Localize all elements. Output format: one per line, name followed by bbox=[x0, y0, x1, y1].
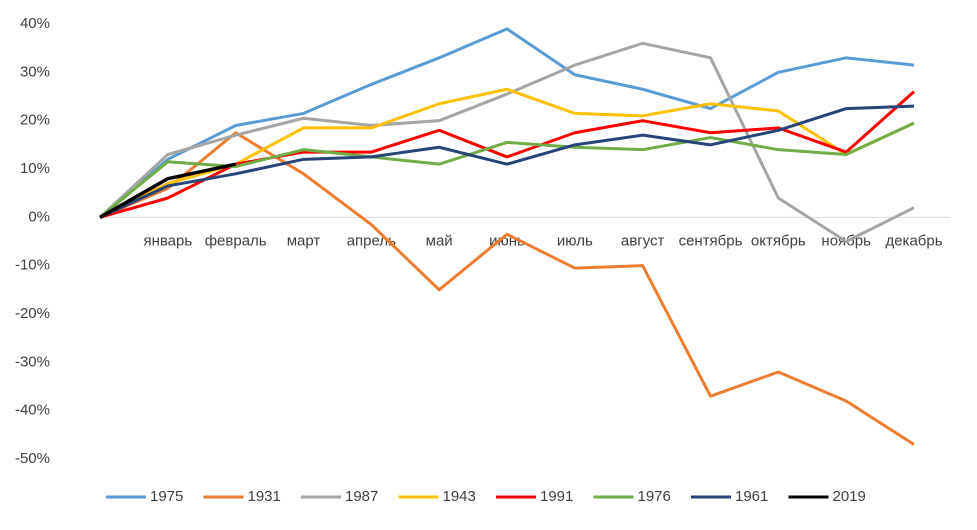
x-tick-label: июнь bbox=[489, 232, 525, 249]
y-tick-label: -50% bbox=[15, 450, 50, 467]
legend-label: 1987 bbox=[345, 488, 378, 505]
legend-label: 2019 bbox=[833, 488, 866, 505]
series-line bbox=[99, 27, 915, 219]
x-tick-label: март bbox=[287, 232, 321, 249]
series-line bbox=[99, 90, 915, 219]
series-line bbox=[98, 41, 915, 243]
legend-label: 1961 bbox=[735, 488, 768, 505]
x-tick-label: май bbox=[426, 232, 453, 249]
x-tick-label: сентябрь bbox=[679, 232, 743, 249]
y-tick-label: 40% bbox=[20, 15, 50, 32]
x-tick-label: декабрь bbox=[885, 232, 942, 249]
series-line bbox=[99, 87, 915, 219]
x-tick-label: июль bbox=[557, 232, 593, 249]
y-tick-label: 10% bbox=[20, 160, 50, 177]
x-tick-label: январь bbox=[143, 232, 192, 249]
legend-label: 1991 bbox=[540, 488, 573, 505]
series-line bbox=[99, 131, 915, 446]
legend-label: 1943 bbox=[443, 488, 476, 505]
x-tick-label: февраль bbox=[205, 232, 267, 249]
y-tick-label: -40% bbox=[15, 402, 50, 419]
y-tick-label: -20% bbox=[15, 305, 50, 322]
series-line bbox=[99, 104, 915, 219]
x-tick-label: октябрь bbox=[751, 232, 806, 249]
y-tick-label: 30% bbox=[20, 63, 50, 80]
y-tick-label: -30% bbox=[15, 353, 50, 370]
y-tick-label: -10% bbox=[15, 257, 50, 274]
legend-label: 1976 bbox=[638, 488, 671, 505]
y-tick-label: 0% bbox=[28, 208, 50, 225]
x-tick-label: август bbox=[621, 232, 665, 249]
legend-label: 1975 bbox=[150, 488, 183, 505]
y-tick-label: 20% bbox=[20, 112, 50, 129]
series-line bbox=[99, 121, 915, 219]
series-line bbox=[99, 162, 237, 219]
legend-label: 1931 bbox=[248, 488, 281, 505]
